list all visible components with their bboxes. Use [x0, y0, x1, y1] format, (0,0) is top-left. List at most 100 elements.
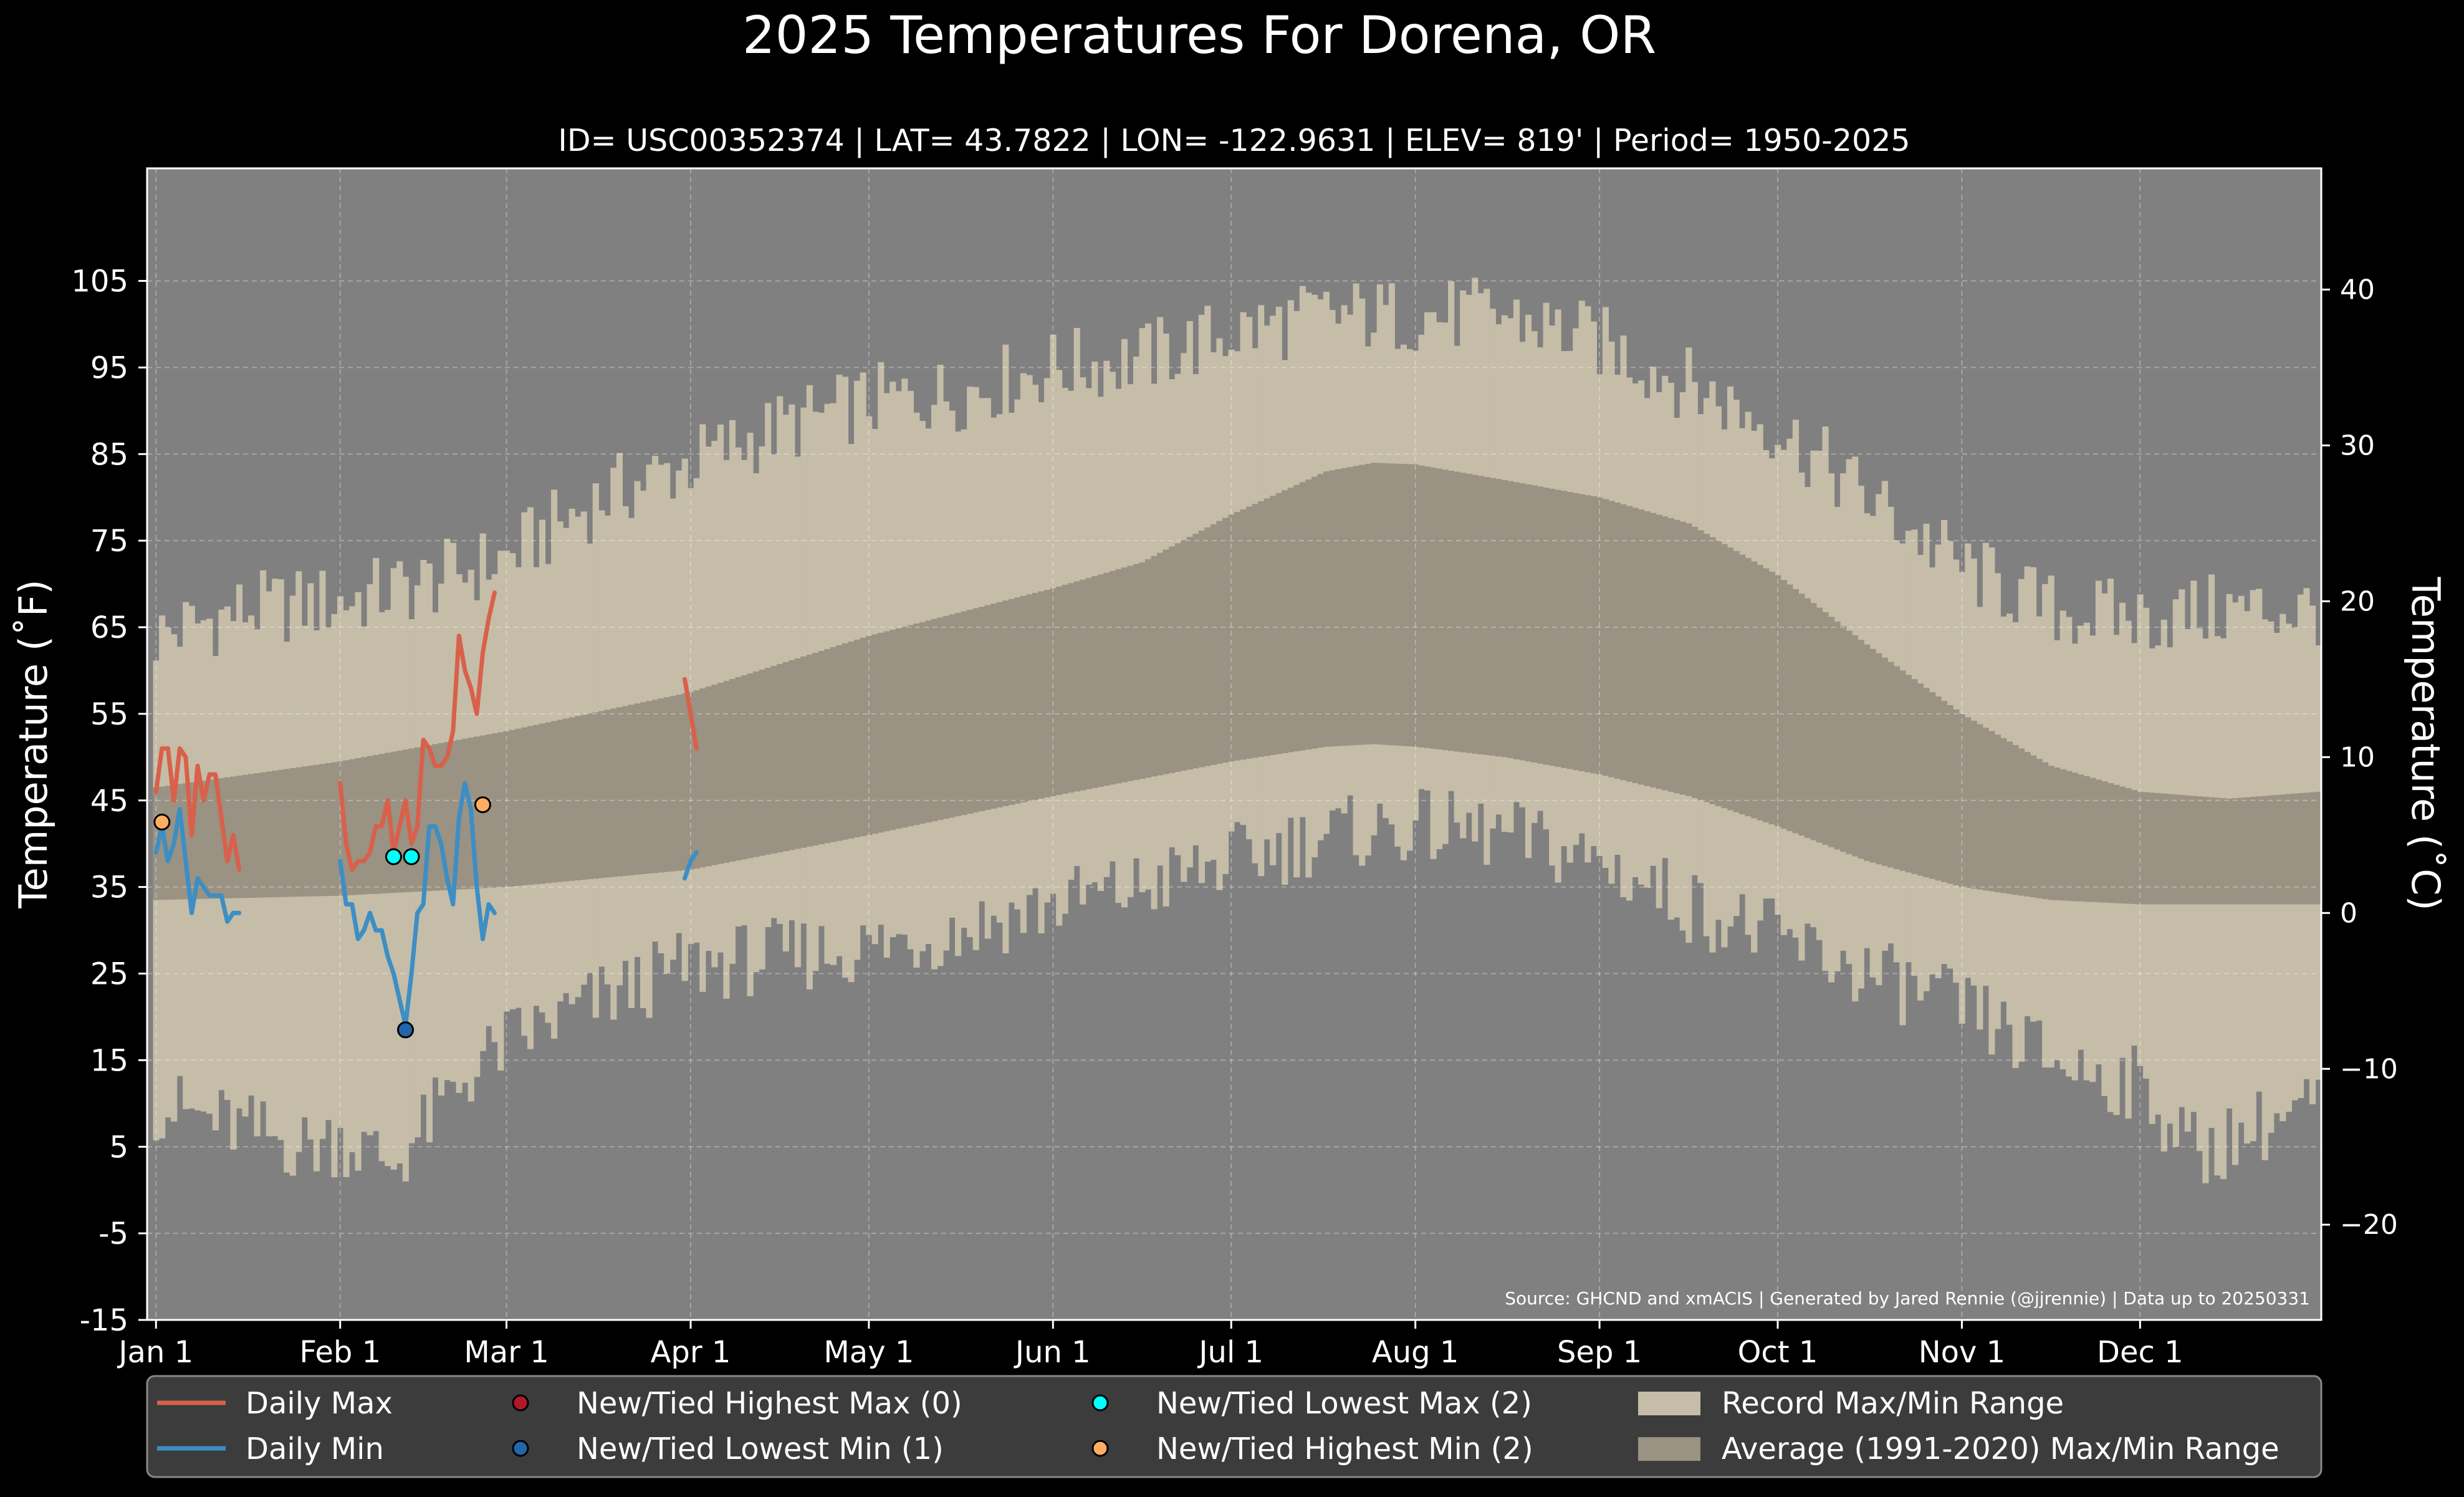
normal-range-bar: [2131, 790, 2138, 904]
normal-range-bar: [1786, 584, 1793, 831]
normal-range-bar: [1246, 506, 1253, 759]
daily-max-line: [153, 746, 242, 872]
normal-range-bar: [747, 673, 754, 859]
legend-label: New/Tied Highest Max (0): [577, 1386, 962, 1421]
normal-range-bar: [842, 643, 849, 840]
normal-range-bar: [824, 648, 831, 844]
normal-range-bar: [1626, 506, 1633, 782]
normal-range-bar: [188, 782, 195, 900]
normal-range-bar: [563, 718, 570, 882]
normal-range-bar: [1858, 640, 1864, 859]
normal-range-bar: [503, 731, 510, 887]
normal-range-bar: [2244, 797, 2251, 905]
normal-range-bar: [1388, 463, 1395, 746]
normal-range-bar: [1145, 559, 1152, 778]
normal-range-bar: [664, 697, 671, 872]
normal-range-bar: [984, 605, 991, 810]
y-axis-label: Temperature (˚F): [11, 579, 56, 908]
normal-range-bar: [652, 700, 659, 874]
normal-range-bar: [1103, 572, 1110, 786]
normal-range-bar: [1501, 479, 1508, 758]
normal-range-bar: [990, 604, 997, 809]
normal-range-bar: [2143, 792, 2150, 905]
normal-range-bar: [866, 635, 873, 835]
normal-range-bar: [568, 717, 575, 881]
chart-title: 2025 Temperatures For Dorena, OR: [742, 5, 1656, 65]
normal-range-bar: [1068, 583, 1075, 793]
legend-label: Record Max/Min Range: [1722, 1386, 2064, 1421]
normal-range-bar: [1192, 534, 1199, 769]
normal-range-bar: [1008, 599, 1015, 805]
normal-range-bar: [1091, 576, 1098, 788]
normal-range-bar: [1032, 592, 1039, 800]
normal-range-bar: [996, 602, 1003, 807]
x-tick-label: Mar 1: [464, 1335, 549, 1370]
normal-range-bar: [301, 766, 308, 897]
normal-range-bar: [367, 756, 373, 895]
legend-patch-swatch: [1638, 1437, 1700, 1461]
normal-range-bar: [1751, 561, 1758, 819]
normal-range-bar: [2119, 786, 2126, 904]
normal-range-bar: [676, 695, 683, 871]
normal-range-bar: [527, 726, 534, 885]
normal-range-bar: [509, 729, 516, 887]
legend-label: Average (1991-2020) Max/Min Range: [1722, 1432, 2279, 1466]
normal-range-bar: [2095, 779, 2102, 903]
y2-tick-label: −20: [2340, 1209, 2398, 1241]
normal-range-bar: [2309, 792, 2316, 905]
normal-range-bar: [1869, 648, 1876, 863]
normal-range-bar: [1287, 488, 1294, 753]
normal-range-bar: [628, 705, 635, 875]
normal-range-bar: [462, 738, 469, 890]
normal-range-bar: [1988, 731, 1995, 892]
normal-range-bar: [717, 683, 724, 864]
daily-max-line: [683, 676, 699, 751]
legend-label: New/Tied Lowest Max (2): [1156, 1386, 1532, 1421]
normal-range-bar: [1739, 554, 1746, 814]
normal-range-bar: [2078, 774, 2084, 902]
normal-range-bar: [2024, 751, 2031, 897]
normal-range-bar: [1169, 546, 1176, 773]
normal-range-bar: [770, 666, 777, 854]
normal-range-bar: [1341, 468, 1348, 746]
record-markers: [153, 796, 491, 1039]
normal-range-bar: [759, 670, 765, 856]
normal-range-bar: [598, 711, 605, 878]
x-axis: Jan 1 Feb 1 Mar 1 Apr 1 May 1 Jun 1 Jul 1 Aug 1…: [117, 1320, 2184, 1370]
normal-range-bar: [1899, 670, 1906, 871]
normal-range-bar: [2214, 797, 2221, 905]
normal-range-bar: [1733, 551, 1740, 812]
normal-range-bar: [2315, 791, 2322, 905]
normal-range-bar: [2000, 738, 2007, 893]
normal-range-bar: [165, 786, 171, 900]
normal-range-bar: [1376, 463, 1383, 745]
normal-range-bar: [2059, 769, 2066, 901]
normal-range-bar: [2167, 794, 2174, 905]
normal-range-bar: [2113, 784, 2120, 903]
normal-range-bar: [1465, 473, 1472, 753]
normal-range-bar: [1394, 463, 1401, 746]
normal-range-bar: [2291, 793, 2298, 905]
normal-range-bar: [794, 658, 801, 849]
y2-tick-label: 0: [2340, 897, 2357, 929]
normal-range-bar: [1044, 589, 1051, 797]
normal-range-bar: [1768, 572, 1775, 825]
normal-range-bar: [277, 769, 284, 897]
normal-range-bar: [705, 686, 712, 867]
normal-range-bar: [2172, 794, 2179, 905]
normal-range-bar: [729, 679, 736, 862]
normal-range-bar: [1448, 470, 1455, 751]
normal-range-bar: [943, 615, 950, 819]
normal-range-bar: [1127, 566, 1134, 781]
normal-range-bar: [2071, 773, 2078, 902]
normal-range-bar: [1691, 526, 1698, 799]
normal-range-bar: [634, 703, 641, 875]
normal-range-bar: [1495, 479, 1502, 757]
normal-range-bar: [2232, 798, 2239, 905]
normal-range-bar: [1513, 482, 1520, 759]
normal-range-bar: [1757, 565, 1763, 821]
normal-range-bar: [1412, 464, 1419, 747]
normal-range-bar: [1311, 476, 1318, 749]
normal-range-bar: [610, 708, 617, 877]
